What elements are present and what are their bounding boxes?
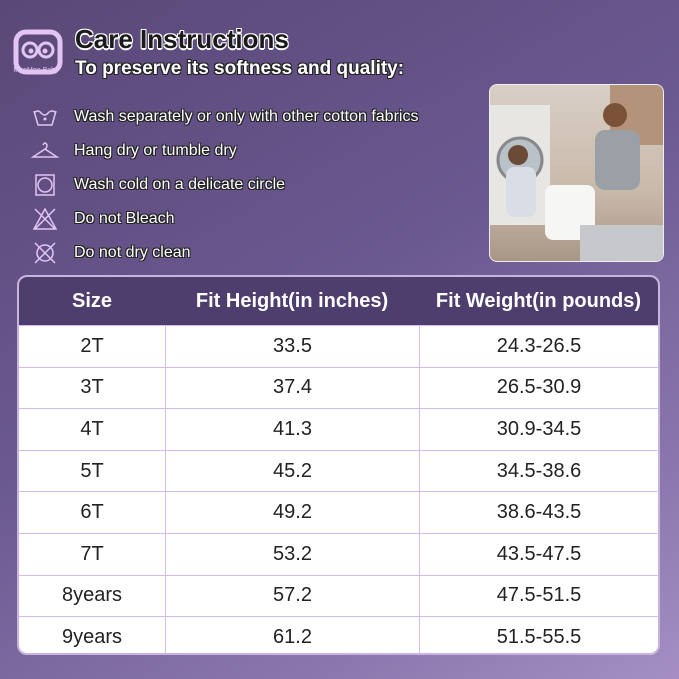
care-item: Wash separately or only with other cotto… — [30, 100, 418, 134]
cell-fit-weight: 30.9-34.5 — [419, 409, 658, 450]
table-row: 6T 49.2 38.6-43.5 — [19, 491, 658, 533]
cell-size: 7T — [80, 542, 104, 565]
owl-logo-icon — [13, 29, 63, 75]
cell-size: 6T — [80, 501, 104, 524]
cell-fit-height: 61.2 — [165, 617, 419, 653]
brand-name: MooMoo Baby — [13, 67, 59, 74]
cell-fit-height: 49.2 — [165, 492, 419, 533]
cell-fit-weight: 51.5-55.5 — [419, 617, 658, 653]
table-row: 4T 41.3 30.9-34.5 — [19, 408, 658, 450]
cell-fit-weight: 47.5-51.5 — [419, 575, 658, 617]
header-fit-weight: Fit Weight(in pounds) — [435, 289, 642, 312]
header-size: Size — [71, 289, 113, 312]
cell-fit-height: 53.2 — [165, 533, 419, 575]
cell-size: 8years — [61, 584, 123, 607]
care-text: Wash cold on a delicate circle — [74, 176, 286, 193]
cell-size: 5T — [80, 459, 104, 482]
care-item: Do not Bleach — [30, 202, 418, 236]
page-subtitle: To preserve its softness and quality: — [75, 58, 405, 79]
care-item: Do not dry clean — [30, 236, 418, 270]
no-dry-clean-icon — [34, 242, 56, 264]
laundry-scene-illustration — [490, 85, 663, 261]
cell-fit-weight: 43.5-47.5 — [419, 533, 658, 575]
size-chart-table: Size Fit Height(in inches) Fit Weight(in… — [17, 275, 660, 655]
cell-fit-weight: 24.3-26.5 — [419, 326, 658, 367]
cell-size: 2T — [80, 334, 104, 357]
table-header-row: Size Fit Height(in inches) Fit Weight(in… — [19, 277, 658, 325]
cell-fit-height: 41.3 — [165, 409, 419, 450]
care-text: Do not Bleach — [74, 210, 175, 227]
hanger-icon — [30, 142, 60, 158]
table-row: 5T 45.2 34.5-38.6 — [19, 449, 658, 492]
page-title: Care Instructions — [75, 24, 289, 54]
cell-fit-height: 45.2 — [165, 450, 419, 492]
table-row: 2T 33.5 24.3-26.5 — [19, 325, 658, 367]
table-row: 7T 53.2 43.5-47.5 — [19, 532, 658, 575]
cell-fit-height: 37.4 — [165, 367, 419, 409]
cell-fit-weight: 38.6-43.5 — [419, 492, 658, 533]
table-row: 8years 57.2 47.5-51.5 — [19, 574, 658, 617]
care-item: Hang dry or tumble dry — [30, 134, 418, 168]
cell-fit-weight: 34.5-38.6 — [419, 450, 658, 492]
cell-fit-height: 57.2 — [165, 575, 419, 617]
tumble-dry-icon — [35, 174, 55, 196]
care-text: Wash separately or only with other cotto… — [74, 108, 419, 125]
care-list: Wash separately or only with other cotto… — [30, 100, 418, 270]
care-text: Hang dry or tumble dry — [74, 142, 237, 159]
no-bleach-icon — [32, 207, 58, 230]
cell-fit-weight: 26.5-30.9 — [419, 367, 658, 409]
header-fit-height: Fit Height(in inches) — [195, 289, 389, 312]
care-item: Wash cold on a delicate circle — [30, 168, 418, 202]
cell-fit-height: 33.5 — [165, 326, 419, 367]
cell-size: 4T — [80, 417, 104, 440]
cell-size: 3T — [80, 376, 104, 399]
care-text: Do not dry clean — [74, 244, 191, 261]
table-row: 3T 37.4 26.5-30.9 — [19, 366, 658, 409]
table-row: 9years 61.2 51.5-55.5 — [19, 616, 658, 653]
laundry-photo — [489, 84, 664, 262]
cell-size: 9years — [61, 625, 123, 648]
wash-tub-icon — [33, 110, 57, 126]
